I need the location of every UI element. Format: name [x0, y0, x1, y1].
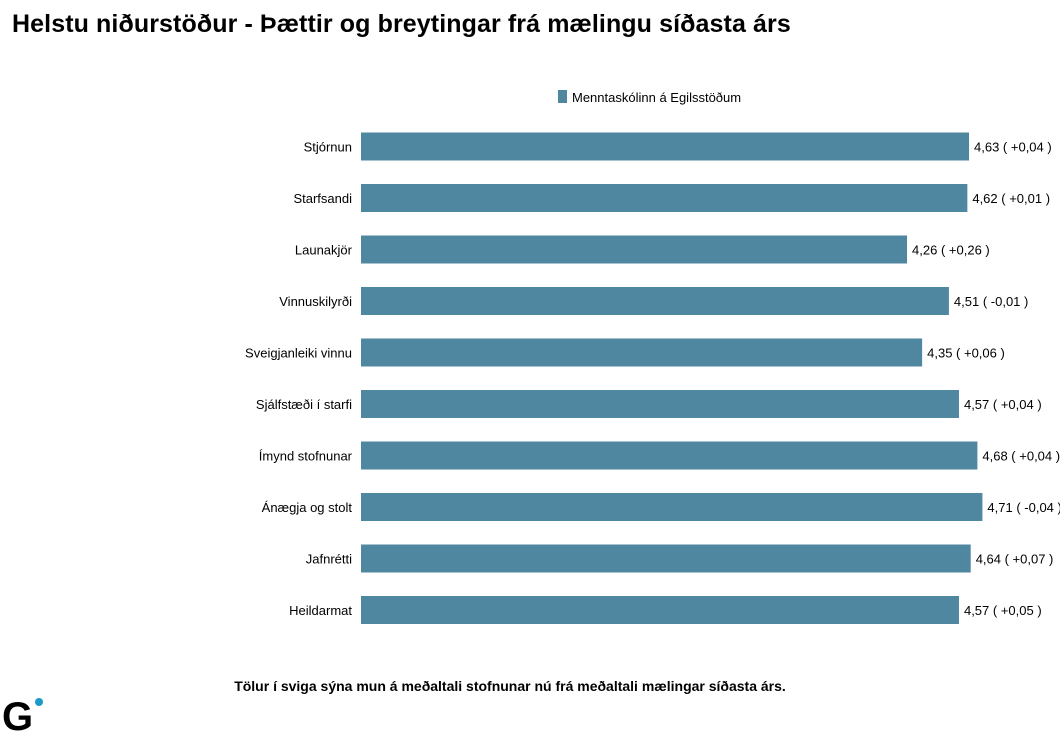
bars	[361, 132, 983, 624]
value-label: 4,64 ( +0,07 )	[976, 552, 1054, 567]
value-label: 4,35 ( +0,06 )	[927, 346, 1005, 361]
value-label: 4,26 ( +0,26 )	[912, 243, 990, 258]
legend-label: Menntaskólinn á Egilsstöðum	[572, 90, 741, 105]
category-label: Jafnrétti	[306, 552, 352, 567]
bar-chart: Menntaskólinn á Egilsstöðum Stjórnun Star…	[245, 90, 1060, 624]
value-label: 4,57 ( +0,05 )	[964, 603, 1042, 618]
value-label: 4,57 ( +0,04 )	[964, 397, 1042, 412]
value-label: 4,68 ( +0,04 )	[982, 449, 1060, 464]
category-label: Launakjör	[295, 243, 353, 258]
logo-letter: G	[2, 695, 33, 734]
category-label: Ánægja og stolt	[262, 500, 353, 515]
category-label: Sjálfstæði í starfi	[256, 397, 352, 412]
bar	[361, 390, 959, 418]
bar	[361, 544, 971, 573]
category-label: Ímynd stofnunar	[259, 449, 353, 464]
legend: Menntaskólinn á Egilsstöðum	[558, 90, 741, 105]
category-label: Sveigjanleiki vinnu	[245, 346, 352, 361]
bar	[361, 184, 968, 212]
logo-dot-icon	[35, 698, 43, 706]
bar	[361, 493, 983, 521]
bar	[361, 338, 923, 367]
bar	[361, 235, 908, 264]
category-label: Vinnuskilyrði	[279, 294, 352, 309]
bar	[361, 441, 978, 470]
logo: G	[2, 695, 43, 734]
category-label: Heildarmat	[289, 603, 352, 618]
footnote: Tölur í sviga sýna mun á meðaltali stofn…	[234, 678, 786, 694]
category-label: Stjórnun	[304, 140, 352, 155]
legend-swatch	[558, 90, 567, 103]
value-label: 4,51 ( -0,01 )	[954, 294, 1028, 309]
value-label: 4,62 ( +0,01 )	[972, 191, 1050, 206]
value-labels: 4,63 ( +0,04 ) 4,62 ( +0,01 ) 4,26 ( +0,26…	[912, 140, 1060, 619]
value-label: 4,71 ( -0,04 )	[987, 500, 1060, 515]
page-title: Helstu niðurstöður - Þættir og breytinga…	[12, 10, 791, 38]
bar	[361, 596, 959, 624]
category-label: Starfsandi	[293, 191, 352, 206]
bar	[361, 132, 970, 161]
bar	[361, 287, 949, 315]
category-labels: Stjórnun Starfsandi Launakjör Vinnuskilyrði…	[245, 140, 353, 619]
value-label: 4,63 ( +0,04 )	[974, 140, 1052, 155]
